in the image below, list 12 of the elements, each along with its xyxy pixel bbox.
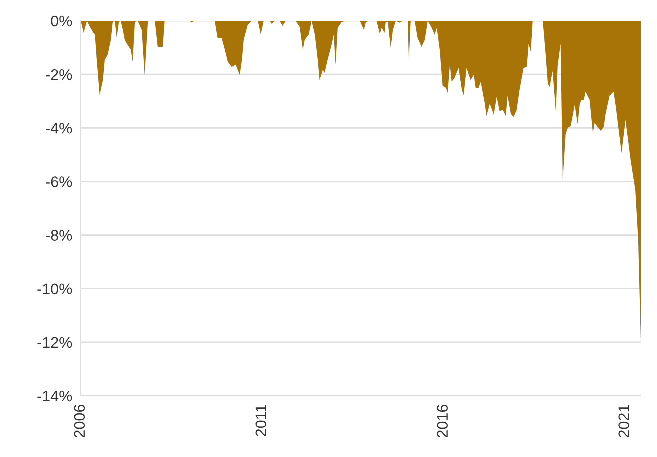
y-tick-label: -4% xyxy=(46,123,72,134)
x-tick-label: 2011 xyxy=(256,405,267,436)
x-tick-label: 2021 xyxy=(618,405,630,438)
x-tick-label: 2016 xyxy=(437,405,448,438)
y-tick-label: -14% xyxy=(38,390,72,402)
y-tick-label: -12% xyxy=(38,337,72,348)
y-tick-label: -8% xyxy=(46,230,72,241)
y-tick-label: -6% xyxy=(46,176,72,188)
y-tick-label: -10% xyxy=(38,284,72,295)
y-tick-label: 0% xyxy=(51,16,72,27)
y-tick-label: -2% xyxy=(46,69,72,80)
x-tick-label: 2006 xyxy=(74,405,86,438)
